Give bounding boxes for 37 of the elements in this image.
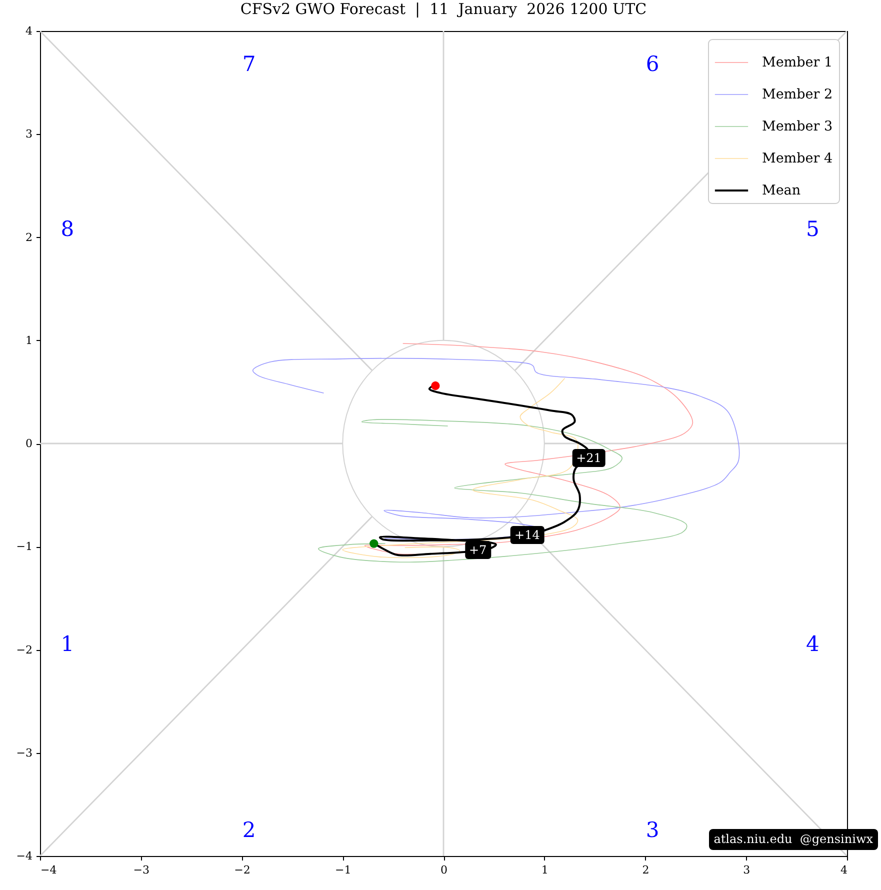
annotation: 8 xyxy=(60,217,74,241)
y-tick-label: 4 xyxy=(26,24,32,38)
y-tick-label: 2 xyxy=(26,230,32,244)
y-tick-label: −3 xyxy=(16,746,32,760)
x-tick-label: −2 xyxy=(234,864,250,876)
annotation: 7 xyxy=(242,52,256,76)
x-tick-label: 2 xyxy=(642,864,650,876)
x-tick-label: 4 xyxy=(840,864,848,876)
point xyxy=(431,381,440,390)
annotation: 2 xyxy=(242,818,256,842)
y-tick-label: −2 xyxy=(16,643,32,656)
annotation: 6 xyxy=(646,52,660,76)
legend-label: Mean xyxy=(762,182,801,198)
legend-label: Member 1 xyxy=(762,54,833,70)
y-tick-label: 3 xyxy=(26,128,32,141)
x-tick-label: 3 xyxy=(743,864,750,876)
annotation: 4 xyxy=(806,632,820,656)
legend-label: Member 4 xyxy=(762,150,833,166)
x-tick-label: −4 xyxy=(40,864,57,876)
y-tick-label: 1 xyxy=(26,334,32,347)
y-tick-label: −1 xyxy=(16,540,32,554)
legend-label: Member 3 xyxy=(762,118,833,134)
x-tick-label: 0 xyxy=(440,864,448,876)
x-tick-label: −1 xyxy=(335,864,352,876)
line-series xyxy=(318,418,688,563)
chart-title: CFSv2 GWO Forecast | 11 January 2026 1200 UTC xyxy=(240,0,647,18)
annotation: 5 xyxy=(806,217,820,241)
legend-label: Member 2 xyxy=(762,86,833,102)
x-tick-label: 1 xyxy=(541,864,548,876)
line-series xyxy=(342,378,578,558)
y-tick-label: −4 xyxy=(16,850,32,862)
y-tick-label: 0 xyxy=(26,437,32,450)
annotation: 3 xyxy=(646,818,660,842)
x-tick-label: −3 xyxy=(133,864,150,876)
annotation: 1 xyxy=(60,632,74,656)
annotation: atlas.niu.edu @gensiniwx xyxy=(708,829,878,850)
point xyxy=(370,539,378,548)
